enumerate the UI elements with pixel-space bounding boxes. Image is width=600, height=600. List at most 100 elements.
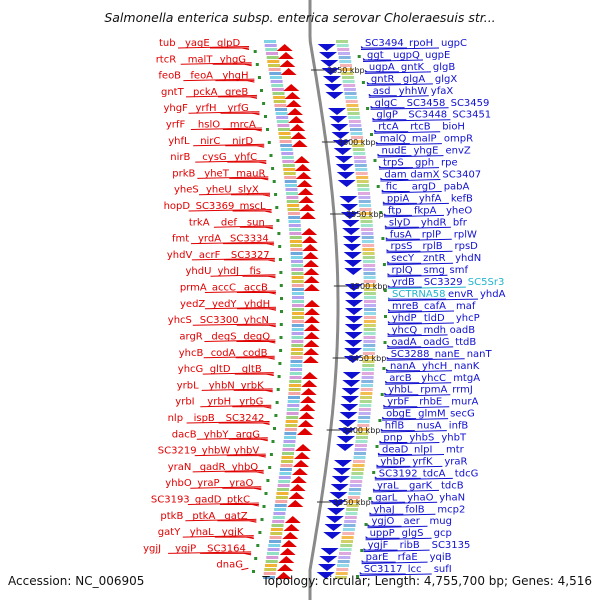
kbp-tick-label: 3450 kbp (349, 354, 387, 363)
reverse-strand-feature-track (275, 44, 320, 579)
reverse-feature-arrow (289, 484, 306, 491)
reverse-feature-arrow (291, 468, 308, 475)
marker-dot (378, 419, 382, 422)
gene-label: hopD (164, 201, 191, 212)
leader-line (200, 404, 272, 408)
marker-dot (383, 289, 387, 292)
forward-strand-gene-labels: SC3494 rpoH ugpC ggt ugpQ ugpE ugpA gntK glgB gnt… (364, 38, 506, 575)
leader-line (377, 155, 444, 158)
gc-strip (345, 100, 358, 103)
gc-strip (290, 364, 303, 367)
forward-feature-arrow (344, 284, 363, 291)
gene-label: yheS (174, 185, 199, 196)
rna-label: SCTRNA58 (392, 289, 445, 300)
gc-strip (269, 540, 281, 543)
gene-label: ygjJ (143, 543, 161, 554)
gene-label: yhaN (439, 492, 465, 503)
forward-feature-arrow (337, 428, 356, 435)
gc-strip (347, 108, 359, 111)
forward-feature-arrow (316, 572, 335, 579)
gene-label: SC3192 (379, 468, 418, 479)
gene-label: yhgE (414, 146, 439, 157)
gene-label: lcc (408, 564, 422, 575)
gene-label: fmt (172, 234, 189, 245)
gene-label: argR (179, 332, 202, 343)
gc-strip (290, 256, 303, 259)
leader-line (376, 465, 443, 469)
gc-strip (286, 196, 299, 199)
gc-strip (286, 192, 298, 195)
gc-strip (361, 384, 373, 387)
gc-strip (289, 376, 302, 379)
gc-strip (361, 232, 374, 235)
gene-label: bfr (453, 217, 468, 228)
gc-strip (291, 264, 304, 267)
gene-label: nirC (200, 136, 220, 147)
gene-label: envR (448, 289, 473, 300)
forward-feature-arrow (332, 140, 351, 147)
kbp-tick-label: 3550 kbp (346, 210, 384, 219)
gene-label: secY (391, 253, 415, 264)
gene-label: yrbH (207, 397, 231, 408)
forward-feature-arrow (341, 220, 360, 227)
marker-dot (382, 263, 386, 266)
reverse-feature-arrow (299, 204, 316, 211)
gene-label: SC3117 (364, 564, 403, 575)
gc-strip (280, 144, 293, 147)
gene-label: argD (412, 182, 436, 193)
gc-strip (362, 352, 375, 355)
forward-feature-arrow (332, 468, 351, 475)
gene-label: gltD (210, 364, 231, 375)
gene-label: SC3448 (408, 110, 447, 121)
gc-strip (291, 332, 304, 335)
forward-feature-arrow (342, 236, 361, 243)
gene-label: codA (211, 348, 236, 359)
gc-strip (357, 424, 370, 427)
gene-label: gntR (371, 74, 395, 85)
gene-label: smf (450, 265, 469, 276)
gc-strip (278, 132, 291, 135)
gc-strip (291, 284, 304, 287)
gene-label: mreB (392, 301, 419, 312)
marker-dot (267, 141, 271, 144)
forward-feature-arrow (329, 492, 348, 499)
gc-strip (286, 412, 299, 415)
leader-line (384, 226, 451, 230)
forward-feature-arrow (341, 396, 360, 403)
reverse-feature-arrow (297, 188, 314, 195)
reverse-feature-arrow (278, 556, 295, 563)
gc-strip (360, 388, 373, 391)
reverse-feature-arrow (303, 260, 320, 267)
gc-strip (291, 316, 304, 319)
reverse-feature-arrow (303, 332, 320, 339)
gene-label: hslO (198, 120, 220, 131)
forward-strand-leader-lines (359, 46, 479, 576)
forward-feature-arrow (344, 332, 363, 339)
reverse-feature-arrow (296, 428, 313, 435)
gc-strip (355, 172, 368, 175)
gene-label: prmA (180, 283, 207, 294)
gc-strip (292, 312, 304, 315)
gene-label: SC3334 (230, 234, 269, 245)
gene-label: yhdJ (218, 266, 240, 277)
gene-label: gatZ (224, 511, 247, 522)
gene-label: smg (424, 265, 445, 276)
gc-strip (363, 280, 376, 283)
leader-line (368, 95, 429, 98)
forward-feature-arrow (328, 500, 347, 507)
gene-label: tldD (424, 313, 445, 324)
gc-strip (266, 556, 279, 559)
marker-dot (278, 245, 282, 248)
marker-dot (271, 167, 275, 170)
gene-label: rtcB (410, 122, 431, 133)
marker-dot (381, 237, 385, 240)
gc-strip (292, 308, 304, 311)
gc-strip (338, 56, 351, 59)
gc-strip (362, 368, 375, 371)
gc-strip (361, 240, 374, 243)
forward-feature-arrow (333, 460, 352, 467)
gene-label: yfaX (431, 86, 454, 97)
gc-strip (283, 444, 295, 447)
reverse-feature-arrow (287, 500, 304, 507)
gc-track (263, 40, 376, 579)
